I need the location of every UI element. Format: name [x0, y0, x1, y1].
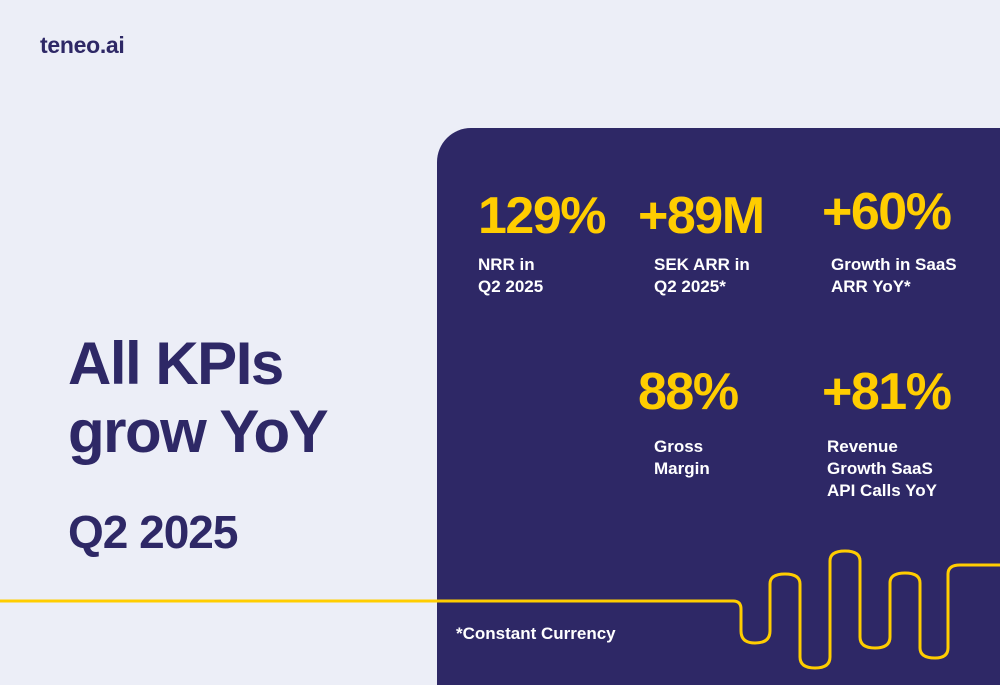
kpi-nrr: 129% NRR in Q2 2025: [478, 187, 607, 298]
kpi-label: Gross Margin: [654, 437, 710, 478]
kpi-gross-margin: 88% Gross Margin: [638, 363, 739, 480]
footnote: *Constant Currency: [456, 624, 616, 643]
headline-line-1: All KPIs: [68, 330, 284, 397]
kpi-arr: +89M SEK ARR in Q2 2025*: [638, 187, 765, 298]
kpi-value: 88%: [638, 363, 739, 421]
headline-period: Q2 2025: [68, 506, 238, 558]
kpi-saas-arr-growth: +60% Growth in SaaS ARR YoY*: [822, 184, 957, 298]
kpi-value: +89M: [638, 187, 765, 245]
kpi-api-calls-growth: +81% Revenue Growth SaaS API Calls YoY: [822, 363, 952, 502]
kpi-label: SEK ARR in Q2 2025*: [654, 255, 750, 296]
kpi-value: 129%: [478, 187, 607, 245]
kpi-label: NRR in Q2 2025: [478, 255, 544, 296]
kpi-label: Revenue Growth SaaS API Calls YoY: [827, 437, 937, 500]
headline-line-2: grow YoY: [68, 398, 329, 465]
headline: All KPIs grow YoY: [68, 330, 329, 466]
teneo-logo[interactable]: teneo.ai: [40, 32, 125, 58]
kpi-panel: [437, 128, 1000, 685]
kpi-label: Growth in SaaS ARR YoY*: [831, 255, 957, 296]
kpi-value: +60%: [822, 183, 952, 241]
kpi-value: +81%: [822, 363, 952, 421]
